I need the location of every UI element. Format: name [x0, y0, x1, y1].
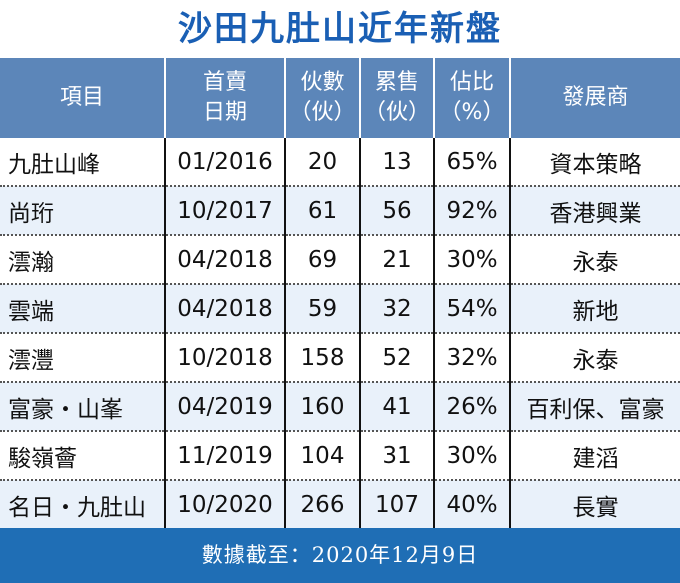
- first-sale-date-cell: 10/2017: [164, 186, 285, 236]
- units-cell: 69: [284, 235, 360, 285]
- units-cell: 20: [284, 138, 360, 187]
- project-name-cell: 九肚山峰: [0, 138, 165, 187]
- table-row: 名日・九肚山 10/2020 266 107 40% 長實: [0, 480, 680, 530]
- header-sold-line: （伙）: [363, 100, 430, 125]
- first-sale-date-cell: 04/2018: [164, 235, 285, 285]
- header-units-line: 伙數: [300, 70, 345, 95]
- units-cell: 61: [284, 186, 360, 236]
- first-sale-date-cell: 04/2018: [164, 284, 285, 334]
- ratio-cell: 32%: [433, 333, 510, 383]
- header-units-line: （伙）: [289, 100, 356, 125]
- header-first-sale-date: 首賣 日期: [164, 58, 285, 138]
- developer-cell: 永泰: [509, 333, 680, 383]
- new-projects-table: 項目 首賣 日期 伙數 （伙） 累售 （伙） 佔比 （%） 發展商 九肚山峰 01/2016 20 13…: [0, 58, 680, 576]
- ratio-cell: 54%: [433, 284, 510, 334]
- table-title: 沙田九肚山近年新盤: [178, 9, 502, 49]
- table-row: 雲端 04/2018 59 32 54% 新地: [0, 284, 680, 334]
- header-project-line: 項目: [59, 85, 104, 110]
- ratio-cell: 65%: [433, 138, 510, 187]
- first-sale-date-cell: 11/2019: [164, 431, 285, 481]
- units-cell: 160: [284, 382, 360, 432]
- table-header: 項目 首賣 日期 伙數 （伙） 累售 （伙） 佔比 （%） 發展商: [0, 58, 680, 138]
- units-cell: 59: [284, 284, 360, 334]
- first-sale-date-cell: 10/2018: [164, 333, 285, 383]
- header-first-sale-date-line: 首賣: [202, 70, 247, 95]
- data-as-of-footer: 數據截至：2020年12月9日: [0, 528, 680, 583]
- header-units: 伙數 （伙）: [284, 58, 360, 138]
- sold-cell: 21: [359, 235, 434, 285]
- table-row: 九肚山峰 01/2016 20 13 65% 資本策略: [0, 138, 680, 187]
- sold-cell: 56: [359, 186, 434, 236]
- project-name-cell: 澐瀚: [0, 235, 165, 285]
- units-cell: 104: [284, 431, 360, 481]
- sold-cell: 52: [359, 333, 434, 383]
- header-sold-line: 累售: [374, 70, 419, 95]
- developer-cell: 新地: [509, 284, 680, 334]
- table-row: 富豪・山峯 04/2019 160 41 26% 百利保、富豪: [0, 382, 680, 432]
- developer-cell: 建滔: [509, 431, 680, 481]
- units-cell: 266: [284, 480, 360, 530]
- developer-cell: 百利保、富豪: [509, 382, 680, 432]
- project-name-cell: 澐灃: [0, 333, 165, 383]
- table-row: 澐瀚 04/2018 69 21 30% 永泰: [0, 235, 680, 285]
- header-developer: 發展商: [509, 58, 680, 138]
- developer-cell: 香港興業: [509, 186, 680, 236]
- header-first-sale-date-line: 日期: [202, 100, 247, 125]
- first-sale-date-cell: 10/2020: [164, 480, 285, 530]
- ratio-cell: 30%: [433, 235, 510, 285]
- table-row: 澐灃 10/2018 158 52 32% 永泰: [0, 333, 680, 383]
- developer-cell: 永泰: [509, 235, 680, 285]
- ratio-cell: 30%: [433, 431, 510, 481]
- table-row: 駿嶺薈 11/2019 104 31 30% 建滔: [0, 431, 680, 481]
- header-project: 項目: [0, 58, 165, 138]
- units-cell: 158: [284, 333, 360, 383]
- header-ratio-line: 佔比: [449, 70, 494, 95]
- project-name-cell: 名日・九肚山: [0, 480, 165, 530]
- table-body: 九肚山峰 01/2016 20 13 65% 資本策略 尚珩 10/2017 61 56 92% 香港…: [0, 138, 680, 576]
- project-name-cell: 富豪・山峯: [0, 382, 165, 432]
- first-sale-date-cell: 04/2019: [164, 382, 285, 432]
- ratio-cell: 92%: [433, 186, 510, 236]
- project-name-cell: 雲端: [0, 284, 165, 334]
- project-name-cell: 尚珩: [0, 186, 165, 236]
- header-ratio: 佔比 （%）: [433, 58, 510, 138]
- header-developer-line: 發展商: [562, 85, 629, 110]
- header-ratio-line: （%）: [439, 100, 505, 125]
- table-row: 尚珩 10/2017 61 56 92% 香港興業: [0, 186, 680, 236]
- first-sale-date-cell: 01/2016: [164, 138, 285, 187]
- header-row: 項目 首賣 日期 伙數 （伙） 累售 （伙） 佔比 （%） 發展商: [0, 58, 680, 138]
- sold-cell: 32: [359, 284, 434, 334]
- sold-cell: 31: [359, 431, 434, 481]
- project-name-cell: 駿嶺薈: [0, 431, 165, 481]
- developer-cell: 長實: [509, 480, 680, 530]
- sold-cell: 41: [359, 382, 434, 432]
- ratio-cell: 26%: [433, 382, 510, 432]
- ratio-cell: 40%: [433, 480, 510, 530]
- sold-cell: 107: [359, 480, 434, 530]
- header-sold: 累售 （伙）: [359, 58, 434, 138]
- developer-cell: 資本策略: [509, 138, 680, 187]
- sold-cell: 13: [359, 138, 434, 187]
